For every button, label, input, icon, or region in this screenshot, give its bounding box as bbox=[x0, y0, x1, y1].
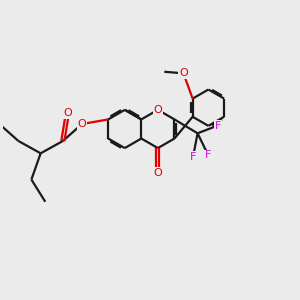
Text: O: O bbox=[154, 168, 162, 178]
Text: F: F bbox=[214, 121, 221, 130]
Text: O: O bbox=[154, 105, 162, 115]
Text: F: F bbox=[190, 152, 196, 162]
Text: O: O bbox=[78, 119, 86, 129]
Text: O: O bbox=[63, 108, 72, 118]
Text: O: O bbox=[179, 68, 188, 78]
Text: F: F bbox=[205, 151, 212, 160]
